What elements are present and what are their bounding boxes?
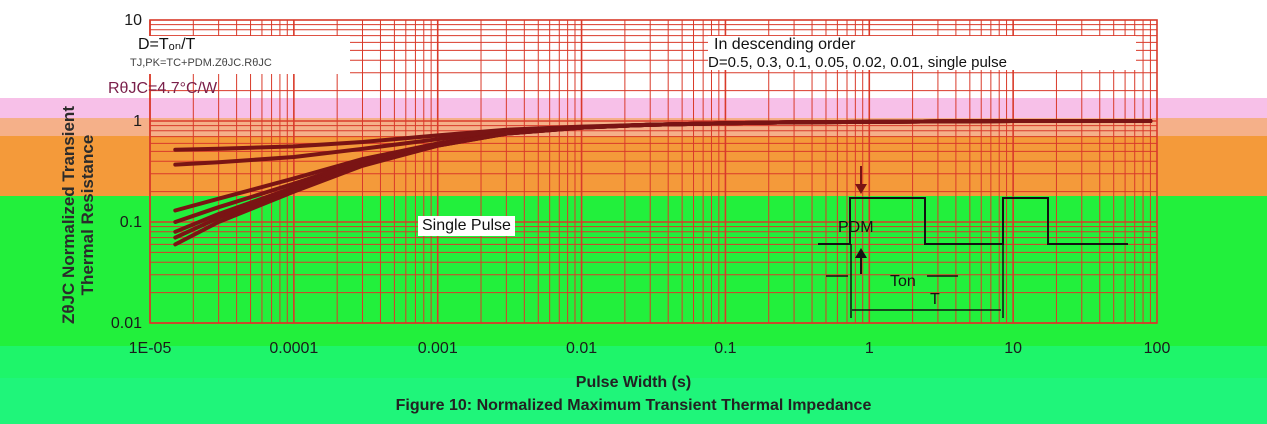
- y-axis-label: ZθJC Normalized Transient Thermal Resist…: [59, 106, 97, 324]
- duty-formula: D=Tₒₙ/T: [138, 36, 196, 53]
- x-axis-label: Pulse Width (s): [575, 374, 692, 391]
- x-tick-label: 1E-05: [129, 340, 172, 357]
- ton-label: Ton: [890, 273, 916, 290]
- pulse-diagram: PDM Ton T: [818, 166, 1128, 318]
- order-title: In descending order: [714, 36, 856, 53]
- series-line: [173, 119, 1153, 234]
- resistance-label: RθJC=4.7°C/W: [108, 80, 217, 98]
- x-tick-label: 1: [865, 340, 874, 357]
- tick-labels: 1E-05 0.0001 0.001 0.01 0.1 1 10 100 10 1 0.1 0.01: [111, 12, 1171, 357]
- pulse-waveform: [818, 197, 1128, 245]
- x-tick-label: 100: [1144, 340, 1171, 357]
- order-box: In descending order D=0.5, 0.3, 0.1, 0.0…: [708, 36, 1136, 71]
- t-label: T: [930, 291, 940, 308]
- x-tick-label: 0.01: [566, 340, 597, 357]
- y-tick-label: 0.01: [111, 315, 142, 332]
- pdm-label: PDM: [838, 219, 874, 236]
- pdm-arrowhead-bottom: [855, 248, 867, 258]
- figure-caption: Figure 10: Normalized Maximum Transient …: [395, 397, 872, 414]
- x-tick-label: 0.0001: [269, 340, 318, 357]
- x-tick-label: 0.1: [714, 340, 736, 357]
- temp-formula: TJ,PK=TC+PDM.ZθJC.RθJC: [130, 57, 272, 69]
- y-tick-label: 1: [133, 113, 142, 130]
- resistance-value: RθJC=4.7°C/W: [108, 80, 218, 97]
- pdm-arrowhead-top: [855, 184, 867, 194]
- series-line: [173, 119, 1153, 247]
- y-tick-label: 10: [124, 12, 142, 29]
- x-tick-label: 10: [1004, 340, 1022, 357]
- single-pulse-label: Single Pulse: [418, 216, 515, 236]
- duty-formula-box: D=Tₒₙ/T TJ,PK=TC+PDM.ZθJC.RθJC: [124, 36, 350, 74]
- order-values: D=0.5, 0.3, 0.1, 0.05, 0.02, 0.01, singl…: [708, 54, 1007, 71]
- x-tick-label: 0.001: [418, 340, 458, 357]
- y-tick-label: 0.1: [120, 214, 142, 231]
- curves: [173, 119, 1153, 247]
